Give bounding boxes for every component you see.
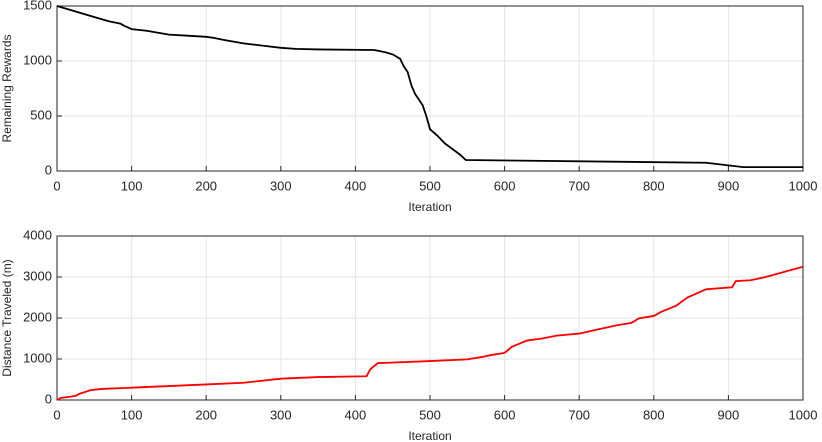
axes-box: [56, 5, 804, 172]
y-tick-label: 1500: [23, 0, 52, 12]
x-tick-label: 400: [345, 178, 367, 193]
x-tick-label: 1000: [789, 407, 818, 422]
x-tick-label: 700: [568, 407, 590, 422]
x-axis-label: Iteration: [408, 200, 451, 214]
line-series: [56, 5, 803, 169]
x-tick-label: 900: [718, 407, 740, 422]
x-tick-label: 300: [270, 407, 292, 422]
y-tick-label: 1000: [23, 52, 52, 67]
y-tick-label: 500: [30, 107, 52, 122]
x-tick-label: 0: [53, 407, 60, 422]
x-tick-label: 1000: [789, 178, 818, 193]
x-tick-label: 400: [345, 407, 367, 422]
x-tick-label: 700: [568, 178, 590, 193]
subplot: 0 100 200 300 400 500 600 700 800 900 1000 0 1000 200…: [0, 227, 817, 442]
y-tick-label: 2000: [23, 309, 52, 324]
y-tick-label: 1000: [23, 350, 52, 365]
subplot: 0 100 200 300 400 500 600 700 800 900 1000 0 500 1000…: [0, 0, 817, 214]
x-tick-label: 500: [419, 178, 441, 193]
y-axis-label: Remaining Rewards: [0, 34, 14, 142]
x-tick-label: 900: [718, 178, 740, 193]
line-series: [56, 265, 804, 401]
x-tick-label: 600: [494, 407, 516, 422]
x-tick-label: 100: [121, 407, 143, 422]
y-tick-label: 0: [45, 391, 52, 406]
x-tick-label: 0: [53, 178, 60, 193]
x-tick-label: 600: [494, 178, 516, 193]
x-tick-label: 500: [419, 407, 441, 422]
axes-box: [56, 235, 804, 401]
x-tick-label: 300: [270, 178, 292, 193]
y-axis-label: Distance Traveled (m): [0, 259, 14, 376]
x-axis-label: Iteration: [408, 429, 451, 442]
y-tick-label: 3000: [23, 268, 52, 283]
y-tick-label: 4000: [23, 227, 52, 242]
x-tick-label: 200: [195, 178, 217, 193]
x-tick-label: 200: [195, 407, 217, 422]
x-tick-label: 800: [643, 407, 665, 422]
x-tick-label: 800: [643, 178, 665, 193]
x-tick-label: 100: [121, 178, 143, 193]
y-tick-label: 0: [45, 162, 52, 177]
